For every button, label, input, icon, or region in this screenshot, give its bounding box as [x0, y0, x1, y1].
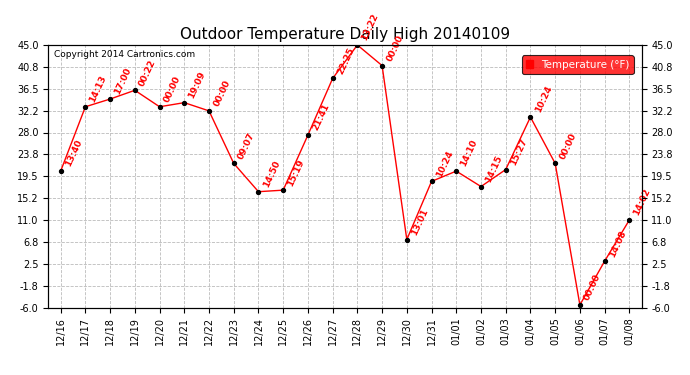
Text: 10:24: 10:24 — [533, 84, 553, 114]
Text: 13:40: 13:40 — [63, 139, 83, 168]
Point — [228, 160, 239, 166]
Text: 00:00: 00:00 — [558, 131, 578, 160]
Point — [302, 132, 313, 138]
Point — [204, 108, 215, 114]
Point — [550, 160, 561, 166]
Text: 13:01: 13:01 — [410, 207, 430, 237]
Point — [500, 166, 511, 172]
Text: 13:22: 13:22 — [360, 12, 380, 42]
Text: 14:13: 14:13 — [88, 74, 108, 104]
Text: 14:50: 14:50 — [262, 159, 282, 189]
Text: 10:24: 10:24 — [434, 149, 455, 178]
Point — [525, 114, 536, 120]
Text: 00:00: 00:00 — [162, 75, 182, 104]
Point — [352, 42, 363, 48]
Point — [475, 183, 486, 189]
Point — [402, 237, 413, 243]
Text: 14:08: 14:08 — [607, 229, 628, 258]
Text: 21:41: 21:41 — [310, 102, 331, 132]
Text: Copyright 2014 Cartronics.com: Copyright 2014 Cartronics.com — [55, 50, 195, 59]
Text: 22:25: 22:25 — [335, 46, 355, 76]
Point — [154, 104, 165, 110]
Point — [105, 96, 116, 102]
Text: 17:00: 17:00 — [113, 67, 133, 96]
Text: 14:02: 14:02 — [632, 188, 652, 217]
Point — [426, 178, 437, 184]
Text: 00:00: 00:00 — [385, 33, 405, 63]
Point — [80, 104, 91, 110]
Text: 00:22: 00:22 — [137, 58, 158, 87]
Text: 14:10: 14:10 — [459, 139, 480, 168]
Text: 15:19: 15:19 — [286, 158, 306, 188]
Point — [129, 87, 140, 93]
Legend: Temperature (°F): Temperature (°F) — [522, 56, 633, 74]
Point — [179, 100, 190, 106]
Point — [327, 75, 338, 81]
Text: 15:27: 15:27 — [509, 137, 529, 167]
Text: 00:00: 00:00 — [212, 79, 232, 108]
Title: Outdoor Temperature Daily High 20140109: Outdoor Temperature Daily High 20140109 — [180, 27, 510, 42]
Point — [574, 302, 585, 308]
Point — [55, 168, 66, 174]
Point — [624, 217, 635, 223]
Point — [377, 63, 388, 69]
Point — [451, 168, 462, 174]
Text: 19:09: 19:09 — [187, 70, 208, 100]
Text: 14:15: 14:15 — [484, 154, 504, 184]
Text: 00:00: 00:00 — [582, 273, 602, 302]
Point — [599, 258, 610, 264]
Text: 09:07: 09:07 — [237, 131, 257, 160]
Point — [277, 187, 288, 193]
Point — [253, 189, 264, 195]
